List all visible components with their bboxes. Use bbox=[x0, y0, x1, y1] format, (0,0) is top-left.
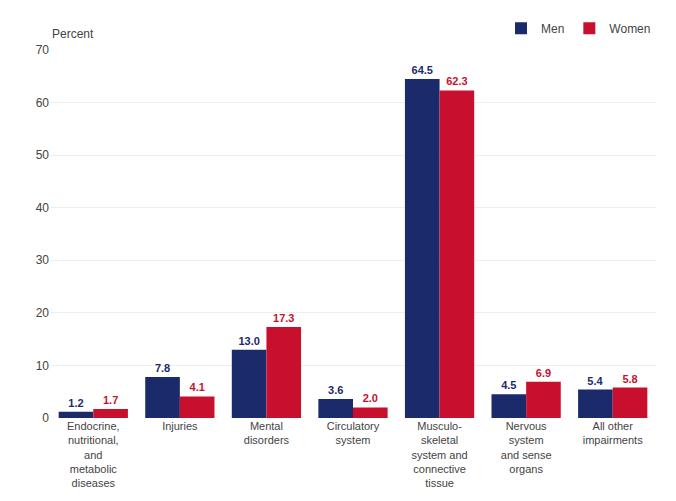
svg-text:6.9: 6.9 bbox=[536, 367, 551, 379]
svg-text:Circulatorysystem: Circulatorysystem bbox=[327, 420, 380, 446]
svg-text:Men: Men bbox=[541, 22, 564, 36]
svg-text:7.8: 7.8 bbox=[155, 362, 170, 374]
svg-text:70: 70 bbox=[36, 43, 50, 57]
svg-text:2.0: 2.0 bbox=[363, 392, 378, 404]
svg-text:Percent: Percent bbox=[52, 27, 94, 41]
svg-text:13.0: 13.0 bbox=[238, 335, 259, 347]
svg-text:62.3: 62.3 bbox=[446, 75, 467, 87]
svg-text:All otherimpairments: All otherimpairments bbox=[583, 420, 643, 446]
svg-text:60: 60 bbox=[36, 96, 50, 110]
svg-text:10: 10 bbox=[36, 359, 50, 373]
svg-text:Endocrine,nutritional,andmetab: Endocrine,nutritional,andmetabolicdiseas… bbox=[67, 420, 120, 489]
svg-text:5.8: 5.8 bbox=[622, 373, 637, 385]
svg-text:Mentaldisorders: Mentaldisorders bbox=[244, 420, 290, 446]
svg-text:50: 50 bbox=[36, 148, 50, 162]
svg-text:40: 40 bbox=[36, 201, 50, 215]
svg-text:0: 0 bbox=[42, 411, 49, 425]
svg-text:64.5: 64.5 bbox=[412, 64, 433, 76]
svg-text:30: 30 bbox=[36, 253, 50, 267]
svg-text:Women: Women bbox=[609, 22, 650, 36]
svg-text:Injuries: Injuries bbox=[162, 420, 198, 432]
svg-text:20: 20 bbox=[36, 306, 50, 320]
svg-text:1.2: 1.2 bbox=[68, 397, 83, 409]
svg-text:4.5: 4.5 bbox=[501, 379, 516, 391]
svg-text:17.3: 17.3 bbox=[273, 312, 294, 324]
svg-text:5.4: 5.4 bbox=[587, 375, 603, 387]
svg-text:Nervoussystemand senseorgans: Nervoussystemand senseorgans bbox=[501, 420, 552, 475]
svg-text:Musculo-skeletalsystem andconn: Musculo-skeletalsystem andconnectivetiss… bbox=[411, 420, 467, 489]
svg-text:3.6: 3.6 bbox=[328, 384, 343, 396]
svg-text:1.7: 1.7 bbox=[103, 394, 118, 406]
svg-text:4.1: 4.1 bbox=[190, 381, 205, 393]
